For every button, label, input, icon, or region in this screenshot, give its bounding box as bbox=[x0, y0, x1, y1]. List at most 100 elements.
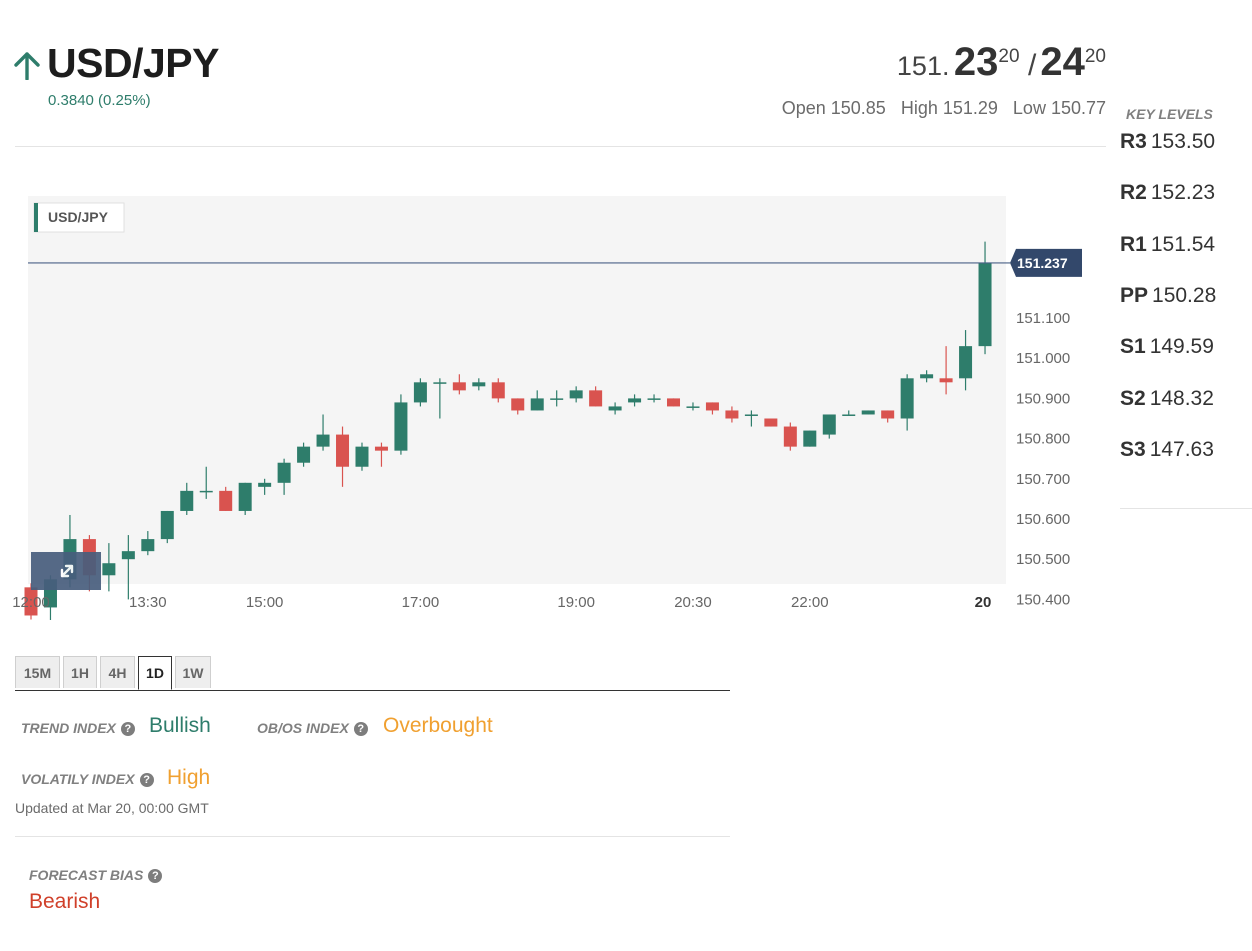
expand-chart-button[interactable] bbox=[31, 552, 101, 590]
y-tick-label: 150.600 bbox=[1016, 511, 1070, 528]
candle-body bbox=[550, 398, 564, 400]
indices-divider bbox=[15, 836, 730, 837]
ohl-stats: Open 150.85 High 151.29 Low 150.77 bbox=[772, 98, 1106, 119]
volatility-index-label: VOLATILY INDEX? bbox=[21, 771, 154, 787]
price-change: 0.3840 (0.25%) bbox=[48, 92, 151, 109]
arrow-up-icon bbox=[14, 52, 40, 80]
tab-1w[interactable]: 1W bbox=[175, 656, 211, 688]
candle bbox=[881, 410, 895, 423]
help-icon[interactable]: ? bbox=[120, 722, 135, 736]
candle bbox=[764, 418, 778, 427]
candle-body bbox=[472, 382, 486, 387]
price-prefix: 151. bbox=[896, 51, 950, 81]
candle-body bbox=[277, 462, 291, 483]
x-tick-label: 17:00 bbox=[402, 594, 440, 611]
obos-index-label: OB/OS INDEX? bbox=[257, 720, 368, 736]
candle bbox=[530, 390, 544, 411]
updated-timestamp: Updated at Mar 20, 00:00 GMT bbox=[15, 800, 209, 816]
trend-index-label: TREND INDEX? bbox=[21, 720, 135, 736]
candle bbox=[920, 370, 934, 383]
candle bbox=[978, 241, 992, 355]
key-level-value: 151.54 bbox=[1150, 233, 1216, 256]
key-level-pp: PP 150.28 bbox=[1120, 284, 1216, 308]
open-value: Open 150.85 bbox=[781, 98, 886, 118]
series-label-text: USD/JPY bbox=[48, 209, 109, 225]
obos-index-label-text: OB/OS INDEX bbox=[257, 720, 349, 736]
candle bbox=[102, 543, 116, 592]
key-level-value: 149.59 bbox=[1149, 335, 1214, 358]
y-tick-label: 150.900 bbox=[1016, 390, 1070, 407]
candle-body bbox=[238, 482, 252, 511]
key-level-value: 150.28 bbox=[1152, 284, 1217, 307]
symbol-title: USD/JPY bbox=[47, 40, 219, 86]
candle-body bbox=[647, 398, 661, 400]
key-level-name: R3 bbox=[1120, 130, 1147, 153]
candle bbox=[803, 430, 817, 447]
trend-index-label-text: TREND INDEX bbox=[21, 720, 116, 736]
candle-body bbox=[842, 414, 856, 416]
bid-price: 23 bbox=[953, 40, 999, 84]
key-level-r3: R3 153.50 bbox=[1120, 130, 1215, 154]
candle-body bbox=[355, 446, 369, 467]
x-tick-label: 20:30 bbox=[674, 594, 712, 611]
candle-body bbox=[959, 346, 973, 379]
header-divider bbox=[15, 146, 1106, 147]
candlestick-chart[interactable]: 151.100 151.000 150.900 150.800 150.700 150.6… bbox=[0, 190, 1100, 620]
series-label: USD/JPY bbox=[33, 202, 125, 233]
candle-body bbox=[822, 414, 836, 435]
ask-price: 24 bbox=[1040, 40, 1085, 84]
low-value: Low 150.77 bbox=[1012, 98, 1106, 118]
candle bbox=[297, 442, 311, 467]
candle bbox=[219, 486, 233, 511]
candle-body bbox=[336, 434, 350, 467]
help-icon[interactable]: ? bbox=[139, 773, 154, 787]
candle bbox=[569, 386, 583, 403]
candle bbox=[959, 330, 973, 391]
candle-body bbox=[686, 406, 700, 408]
key-level-value: 147.63 bbox=[1149, 438, 1214, 461]
candle-body bbox=[180, 490, 194, 511]
candle-body bbox=[900, 378, 914, 419]
help-icon[interactable]: ? bbox=[148, 869, 163, 883]
key-level-r2: R2 152.23 bbox=[1120, 181, 1215, 205]
candle-body bbox=[530, 398, 544, 411]
x-tick-label: 19:00 bbox=[557, 594, 595, 611]
candle-body bbox=[608, 406, 622, 411]
key-level-name: S2 bbox=[1120, 387, 1146, 410]
candle bbox=[413, 378, 427, 407]
candle-body bbox=[160, 510, 174, 540]
help-icon[interactable]: ? bbox=[353, 722, 368, 736]
tab-1d[interactable]: 1D bbox=[138, 656, 172, 690]
ask-pip: 20 bbox=[1084, 46, 1106, 67]
candle-body bbox=[413, 382, 427, 403]
high-value: High 151.29 bbox=[900, 98, 998, 118]
candle bbox=[141, 531, 155, 556]
y-tick-label: 150.400 bbox=[1016, 591, 1070, 608]
y-tick-label: 150.700 bbox=[1016, 471, 1070, 488]
x-tick-label: 20 bbox=[975, 594, 992, 611]
tab-15m[interactable]: 15M bbox=[15, 656, 60, 688]
y-tick-label: 150.800 bbox=[1016, 431, 1070, 448]
series-label-marker bbox=[34, 203, 38, 232]
candle-body bbox=[316, 434, 330, 447]
obos-index-value: Overbought bbox=[383, 714, 493, 737]
candle-body bbox=[569, 390, 583, 399]
candle bbox=[939, 346, 953, 395]
candle bbox=[277, 458, 291, 495]
candle bbox=[705, 402, 719, 415]
candle bbox=[316, 414, 330, 451]
candle-body bbox=[920, 374, 934, 379]
tab-4h[interactable]: 4H bbox=[100, 656, 135, 688]
candle bbox=[511, 398, 525, 415]
candle bbox=[258, 478, 272, 495]
tab-1h[interactable]: 1H bbox=[63, 656, 97, 688]
candle-body bbox=[511, 398, 525, 411]
candle bbox=[686, 402, 700, 411]
timeframe-tabs: 15M 1H 4H 1D 1W bbox=[15, 656, 730, 691]
candle-body bbox=[374, 446, 388, 451]
candle-body bbox=[939, 378, 953, 383]
series-label-box bbox=[33, 202, 125, 233]
candle bbox=[550, 390, 564, 407]
candle bbox=[744, 410, 758, 427]
key-levels-title: KEY LEVELS bbox=[1126, 106, 1213, 122]
